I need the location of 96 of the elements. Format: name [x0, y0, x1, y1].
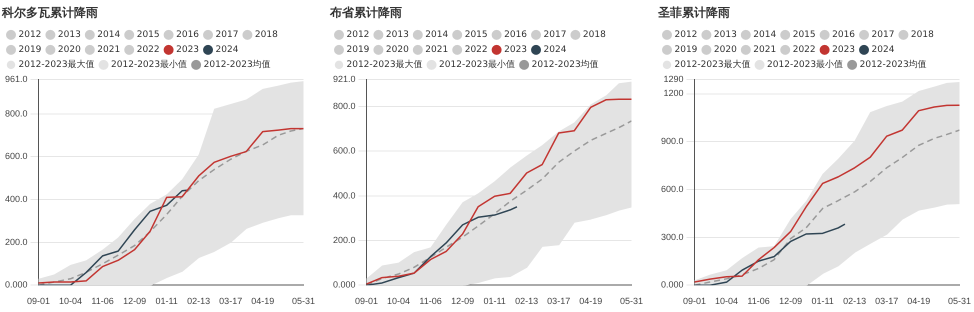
y-tick-label: 200.0 [4, 236, 28, 247]
chart-title: 圣菲累计降雨 [657, 5, 730, 20]
y-tick-label: 900.0 [660, 136, 684, 146]
y-tick-label: 1290 [663, 74, 684, 84]
legend-label: 2023 [176, 45, 200, 56]
y-tick-label: 961.0 [4, 74, 28, 84]
legend-label: 2015 [464, 30, 488, 40]
x-tick-label: 11-06 [91, 296, 114, 306]
legend-label: 2019 [674, 45, 698, 56]
legend-label: 2015 [792, 30, 816, 40]
x-tick-label: 12-09 [123, 296, 146, 306]
y-tick-label: 400.0 [4, 194, 28, 204]
x-tick-label: 01-11 [155, 296, 178, 306]
x-tick-label: 02-13 [515, 296, 538, 306]
legend-label: 2017 [216, 30, 238, 40]
legend-label: 2020 [58, 45, 82, 56]
legend-label: 2024 [216, 45, 239, 56]
x-tick-label: 02-13 [187, 296, 210, 306]
legend-label: 2022 [136, 45, 160, 56]
x-tick-label: 01-11 [483, 296, 506, 306]
legend-label: 2013 [714, 30, 737, 40]
legend-label: 2016 [176, 30, 200, 40]
legend-label: 2012-2023最小值 [111, 59, 188, 70]
legend-label: 2019 [18, 45, 42, 56]
x-tick-label: 03-17 [219, 296, 242, 306]
legend-label: 2013 [58, 30, 81, 40]
x-tick-label: 10-04 [387, 296, 410, 306]
legend-label: 2012-2023最小值 [439, 59, 516, 70]
legend-label: 2017 [544, 30, 566, 40]
legend-label: 2012-2023最小值 [767, 59, 844, 70]
legend-label: 2024 [872, 45, 895, 56]
x-tick-label: 11-06 [747, 296, 770, 306]
y-tick-label: 400.0 [332, 190, 356, 200]
x-tick-label: 03-17 [547, 296, 570, 306]
legend-label: 2021 [425, 45, 448, 56]
x-tick-label: 03-17 [875, 296, 898, 306]
legend-label: 2020 [714, 45, 738, 56]
x-tick-label: 12-09 [779, 296, 802, 306]
legend-label: 2023 [832, 45, 856, 56]
legend-label: 2012-2023最大值 [674, 59, 751, 70]
y-tick-label: 600.0 [660, 184, 684, 194]
legend-label: 2022 [464, 45, 488, 56]
x-tick-label: 09-01 [27, 296, 50, 306]
legend-label: 2019 [346, 45, 370, 56]
x-tick-label: 10-04 [59, 296, 82, 306]
legend-label: 2020 [386, 45, 410, 56]
x-tick-label: 01-11 [811, 296, 834, 306]
y-tick-label: 300.0 [660, 232, 684, 242]
legend-label: 2013 [386, 30, 409, 40]
legend-label: 2014 [425, 30, 448, 40]
legend-label: 2012-2023最大值 [18, 59, 95, 70]
x-tick-label: 09-01 [355, 296, 378, 306]
x-tick-label: 11-06 [419, 296, 442, 306]
y-tick-label: 921.0 [332, 74, 356, 84]
x-tick-label: 04-19 [907, 296, 930, 306]
legend-label: 2022 [792, 45, 816, 56]
x-tick-label: 05-31 [620, 296, 644, 306]
legend-label: 2018 [254, 30, 278, 40]
x-tick-label: 10-04 [715, 296, 738, 306]
legend-label: 2017 [872, 30, 894, 40]
legend-label: 2012 [346, 30, 370, 40]
y-tick-label: 600.0 [332, 146, 356, 156]
legend-label: 2012-2023均值 [204, 59, 271, 70]
y-tick-label: 800.0 [332, 100, 356, 111]
legend-label: 2023 [504, 45, 528, 56]
chart-title: 科尔多瓦累计降雨 [1, 5, 98, 20]
y-tick-label: 0.000 [660, 280, 684, 290]
legend-label: 2012 [18, 30, 42, 40]
legend-label: 2012 [674, 30, 698, 40]
legend-label: 2018 [582, 30, 606, 40]
x-tick-label: 09-01 [683, 296, 706, 306]
legend-label: 2012-2023均值 [532, 59, 599, 70]
y-tick-label: 0.000 [4, 280, 28, 290]
x-tick-label: 04-19 [251, 296, 274, 306]
chart-title: 布省累计降雨 [329, 5, 402, 20]
x-tick-label: 05-31 [948, 296, 972, 306]
legend-label: 2015 [136, 30, 160, 40]
x-tick-label: 04-19 [579, 296, 602, 306]
legend-label: 2012-2023最大值 [346, 59, 423, 70]
legend-label: 2014 [97, 30, 120, 40]
x-tick-label: 12-09 [451, 296, 474, 306]
legend-label: 2016 [504, 30, 528, 40]
y-tick-label: 0.000 [332, 280, 356, 290]
y-tick-label: 1200 [663, 88, 684, 98]
legend-label: 2018 [910, 30, 934, 40]
legend-label: 2014 [753, 30, 776, 40]
legend-label: 2021 [753, 45, 776, 56]
legend-label: 2024 [544, 45, 567, 56]
legend-label: 2016 [832, 30, 856, 40]
x-tick-label: 05-31 [292, 296, 316, 306]
y-tick-label: 600.0 [4, 151, 28, 162]
x-tick-label: 02-13 [843, 296, 866, 306]
y-tick-label: 200.0 [332, 234, 356, 245]
y-tick-label: 800.0 [4, 108, 28, 118]
legend-label: 2012-2023均值 [860, 59, 927, 70]
legend-label: 2021 [97, 45, 120, 56]
